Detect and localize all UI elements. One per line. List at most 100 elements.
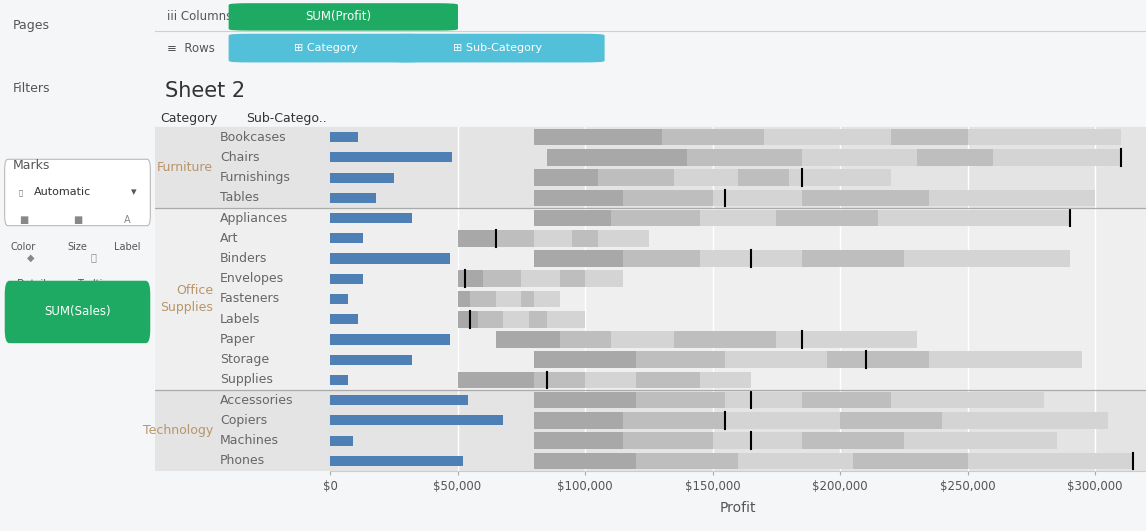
Bar: [330, 127, 1146, 147]
Bar: [155, 431, 330, 451]
Bar: [155, 349, 330, 370]
Bar: [330, 147, 1146, 167]
Bar: [802, 190, 929, 206]
Text: ⊞ Category: ⊞ Category: [295, 43, 358, 53]
Bar: [713, 432, 802, 449]
Bar: [496, 290, 521, 307]
Text: A: A: [124, 216, 131, 225]
Bar: [776, 210, 878, 226]
Bar: [155, 127, 330, 147]
Bar: [559, 331, 611, 348]
Bar: [330, 273, 363, 284]
Bar: [330, 193, 376, 203]
Text: Technology: Technology: [143, 424, 213, 437]
Bar: [942, 412, 1108, 429]
Bar: [330, 309, 1146, 329]
Bar: [155, 329, 330, 349]
Bar: [330, 329, 1146, 349]
Bar: [725, 392, 802, 408]
Bar: [529, 311, 547, 328]
Text: Chairs: Chairs: [220, 151, 259, 164]
Bar: [330, 213, 411, 223]
Bar: [330, 370, 1146, 390]
Text: ■: ■: [18, 216, 28, 225]
Bar: [674, 331, 776, 348]
Bar: [330, 289, 1146, 309]
Text: Fasteners: Fasteners: [220, 293, 280, 305]
Bar: [155, 269, 330, 289]
Text: SUM(Profit): SUM(Profit): [305, 11, 371, 23]
Bar: [827, 352, 929, 368]
Text: ◆: ◆: [28, 253, 34, 262]
Bar: [330, 435, 353, 446]
Bar: [330, 349, 1146, 370]
Bar: [330, 152, 453, 162]
Bar: [534, 452, 636, 469]
Bar: [700, 250, 802, 267]
Text: Marks: Marks: [13, 159, 49, 172]
Bar: [521, 270, 559, 287]
Bar: [330, 173, 394, 183]
Bar: [155, 370, 330, 390]
Text: Machines: Machines: [220, 434, 278, 447]
Text: Filters: Filters: [13, 82, 50, 95]
Bar: [330, 253, 450, 263]
Bar: [330, 249, 1146, 269]
Bar: [534, 392, 636, 408]
Text: Label: Label: [113, 242, 140, 252]
Bar: [457, 290, 470, 307]
Text: ⬛: ⬛: [18, 189, 23, 195]
FancyBboxPatch shape: [6, 281, 150, 342]
Bar: [713, 190, 802, 206]
Bar: [929, 352, 1082, 368]
Bar: [623, 190, 713, 206]
Bar: [330, 208, 1146, 228]
Bar: [917, 149, 992, 166]
Bar: [598, 230, 649, 246]
Bar: [534, 372, 584, 388]
Bar: [155, 309, 330, 329]
Bar: [534, 129, 661, 145]
Bar: [155, 187, 330, 208]
Bar: [776, 331, 917, 348]
Text: ▾: ▾: [131, 187, 136, 197]
Bar: [534, 432, 623, 449]
X-axis label: Profit: Profit: [720, 501, 756, 516]
Bar: [534, 210, 611, 226]
Bar: [559, 270, 584, 287]
Bar: [904, 432, 1057, 449]
Bar: [878, 210, 1069, 226]
Bar: [967, 452, 1133, 469]
Bar: [330, 269, 1146, 289]
Bar: [330, 456, 463, 466]
Bar: [330, 415, 503, 425]
Bar: [738, 452, 853, 469]
Text: Furnishings: Furnishings: [220, 171, 291, 184]
Text: 💬: 💬: [91, 253, 96, 262]
Text: Category: Category: [160, 112, 218, 125]
Bar: [572, 230, 598, 246]
Bar: [890, 129, 967, 145]
Text: iii Columns: iii Columns: [167, 10, 233, 23]
Bar: [478, 311, 503, 328]
Bar: [636, 352, 725, 368]
Bar: [521, 290, 534, 307]
Text: ■: ■: [73, 216, 83, 225]
Bar: [330, 451, 1146, 471]
Text: Furniture: Furniture: [157, 161, 213, 174]
Bar: [330, 228, 1146, 249]
Bar: [725, 412, 840, 429]
Bar: [738, 169, 788, 186]
Bar: [967, 129, 1121, 145]
Bar: [496, 230, 534, 246]
Bar: [636, 372, 700, 388]
Bar: [330, 395, 468, 405]
Bar: [992, 149, 1121, 166]
Bar: [155, 167, 330, 187]
Text: Accessories: Accessories: [220, 393, 293, 407]
FancyBboxPatch shape: [229, 35, 423, 62]
Bar: [547, 311, 584, 328]
Text: Tables: Tables: [220, 191, 259, 204]
Bar: [929, 190, 1094, 206]
Bar: [661, 129, 763, 145]
